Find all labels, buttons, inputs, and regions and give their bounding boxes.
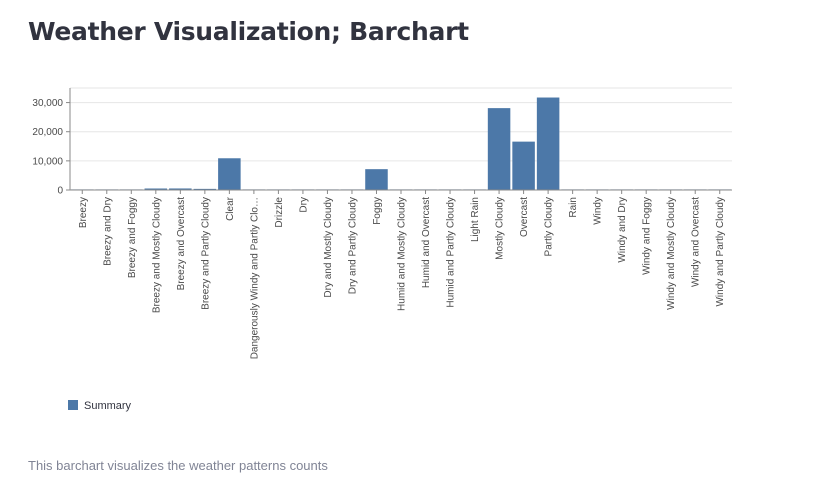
bar-4[interactable] (169, 188, 192, 190)
x-tick-label: Clear (225, 196, 236, 221)
axes: 0 10,000 20,000 30,000 Breezy Breezy and Dry B… (32, 88, 732, 359)
x-tick-label: Windy and Overcast (691, 197, 702, 287)
x-tick-label: Dangerously Windy and Partly Clo… (249, 197, 260, 359)
x-tick-label: Breezy and Mostly Cloudy (151, 197, 162, 313)
legend-swatch (68, 400, 78, 410)
gridlines (70, 87, 732, 162)
x-tick-label: Breezy and Dry (102, 197, 113, 266)
y-tick-label: 10,000 (32, 156, 63, 167)
x-tick-label: Windy and Partly Cloudy (715, 197, 726, 307)
x-tick-label: Mostly Cloudy (495, 197, 506, 260)
x-tick-label: Breezy and Overcast (176, 197, 187, 291)
y-tick-label: 20,000 (32, 127, 63, 138)
x-tick-label: Humid and Mostly Cloudy (397, 197, 408, 311)
bar-chart: 0 10,000 20,000 30,000 Breezy Breezy and Dry B… (32, 87, 732, 412)
bars (71, 97, 731, 190)
x-tick-label: Dry (298, 197, 309, 213)
bar-6[interactable] (218, 158, 241, 190)
y-tick-label: 0 (57, 186, 63, 197)
bar-12[interactable] (365, 169, 388, 190)
x-tick-label: Windy (593, 197, 604, 225)
x-tick-label: Dry and Mostly Cloudy (323, 197, 334, 298)
bar-19[interactable] (536, 97, 560, 190)
bar-17[interactable] (487, 108, 511, 190)
x-tick-label: Overcast (519, 197, 530, 237)
x-tick-label: Windy and Foggy (642, 197, 653, 275)
bar-5[interactable] (193, 188, 217, 190)
x-tick-label: Breezy (78, 197, 89, 228)
bar-18[interactable] (512, 141, 535, 190)
x-tick-label: Humid and Partly Cloudy (446, 197, 457, 308)
x-tick-label: Drizzle (274, 197, 285, 228)
bar-chart-svg: 0 10,000 20,000 30,000 Breezy Breezy and Dry B… (32, 87, 732, 412)
x-tick-label: Partly Cloudy (544, 197, 555, 256)
chart-caption: This barchart visualizes the weather pat… (28, 458, 328, 473)
x-tick-label: Dry and Partly Cloudy (347, 197, 358, 294)
y-tick-label: 30,000 (32, 98, 63, 109)
bar-3[interactable] (144, 188, 168, 190)
x-tick-label: Breezy and Partly Cloudy (200, 197, 211, 310)
x-tick-label: Rain (568, 197, 579, 218)
x-tick-label: Windy and Dry (617, 197, 628, 263)
x-tick-label: Humid and Overcast (421, 197, 432, 288)
x-tick-label: Breezy and Foggy (127, 197, 138, 278)
x-tick-label: Foggy (372, 197, 383, 225)
x-tick-label: Windy and Mostly Cloudy (666, 197, 677, 310)
legend: Summary (68, 400, 132, 412)
page-title: Weather Visualization; Barchart (28, 17, 469, 46)
x-tick-label: Light Rain (470, 197, 481, 242)
legend-label: Summary (84, 400, 132, 412)
